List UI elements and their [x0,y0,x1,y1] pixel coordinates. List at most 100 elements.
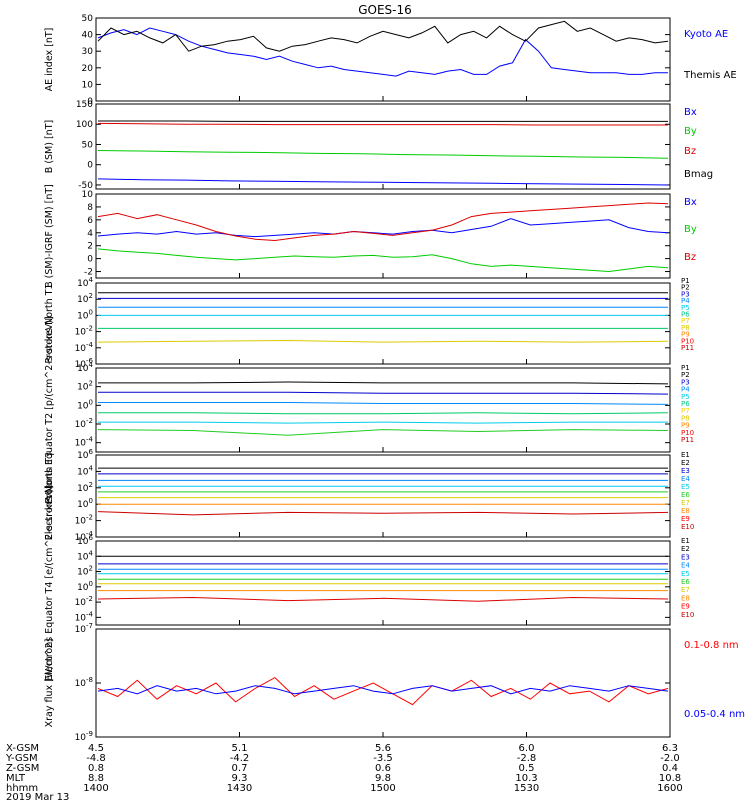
y-tick-label: 0 [87,97,93,107]
x-row-label: X-GSM [6,743,39,754]
y-tick-label: 8 [87,203,93,213]
y-tick-label: 104 [77,549,93,562]
y-tick-label: 102 [77,292,93,305]
x-tick-label: 10.3 [515,773,537,784]
x-tick-label: -2.0 [660,753,680,764]
legend-entry: E4 [681,475,690,483]
legend-entry: P2 [681,371,690,379]
x-tick-label: -2.8 [517,753,537,764]
x-row-label: hhmm [6,783,38,794]
y-axis-label: AE index [nT] [44,28,55,92]
legend-entry: P11 [681,344,694,352]
legend-entry: E5 [681,570,690,578]
y-tick-label: -2 [84,268,93,278]
x-tick-label: 6.0 [519,743,535,754]
series-line-bx [97,178,669,186]
legend-entry: 0.05-0.4 nm [684,709,745,720]
x-tick-label: 0.6 [375,763,391,774]
y-tick-label: 6 [87,216,93,226]
y-tick-label: -50 [78,181,93,191]
legend-entry: Bz [684,252,696,263]
x-tick-label: 0.4 [662,763,678,774]
legend-entry: P4 [681,386,690,394]
series-line-p6 [97,429,669,436]
legend-entry: E8 [681,507,690,515]
legend-entry: E2 [681,459,690,467]
legend-entry: Kyoto AE [684,29,728,40]
series-line-bz [97,122,668,126]
legend-entry: E2 [681,545,690,553]
series-line-p3 [98,402,669,405]
series-line-e8 [97,511,669,516]
legend-entry: P6 [681,311,690,319]
series-line-p5 [98,421,668,424]
legend-entry: P4 [681,297,690,305]
x-tick-label: 0.8 [88,763,104,774]
y-tick-label: 4 [87,229,93,239]
y-tick-label: 50 [82,14,94,24]
y-tick-label: 104 [77,276,93,289]
legend-entry: P1 [681,277,690,285]
legend-entry: P5 [681,393,690,401]
legend-entry: E6 [681,491,690,499]
panel-8: 10-9 10-8 10-7 Xray flux [W/m^2] 0.1-0.8 nm 0… [44,622,745,743]
y-tick-label: 2 [87,242,93,252]
legend-entry: E6 [681,578,690,586]
legend-entry: 0.1-0.8 nm [684,640,739,651]
panel-frame [95,17,671,102]
legend-entry: P10 [681,337,694,345]
legend-entry: P3 [681,378,690,386]
x-row-label: Z-GSM [6,763,39,774]
legend-entry: P10 [681,429,694,437]
x-tick-label: 1600 [657,783,682,794]
y-tick-label: 102 [77,565,93,578]
panel-frame [95,454,671,538]
y-tick-label: 150 [76,100,93,110]
legend-entry: P1 [681,364,690,372]
legend-entry: P6 [681,400,690,408]
y-tick-label: 10-2 [75,514,93,527]
series-line-themis-ae [97,20,669,52]
legend-entry: By [684,224,697,235]
y-tick-label: 10-2 [75,595,93,608]
legend-entry: E7 [681,586,690,594]
legend-entry: P7 [681,407,690,415]
y-tick-label: 10 [82,80,94,90]
legend-entry: P11 [681,436,694,444]
panel-3: -2 0 2 4 6 8 10 B (SM)-IGRF (SM) [nT] Bx By Bz [44,184,697,288]
chart-title: GOES-16 [358,3,412,17]
y-tick-label: 10-8 [75,676,93,689]
legend-entry: Bx [684,107,697,118]
legend-entry: E5 [681,483,690,491]
series-line-e8 [97,596,669,602]
legend-entry: E10 [681,611,694,619]
x-tick-label: 1400 [83,783,108,794]
series-line-by [97,150,669,159]
legend-entry: P3 [681,290,690,298]
legend-entry: Bz [684,146,696,157]
x-tick-label: 1500 [370,783,395,794]
legend-entry: E9 [681,603,690,611]
series-line-bx [97,218,669,238]
panel-frame [95,282,671,365]
y-tick-label: 0 [87,255,93,265]
y-tick-label: 10-4 [75,436,94,449]
y-tick-label: 30 [82,47,94,57]
legend-entry: P2 [681,284,690,292]
series-line-p6 [97,339,669,343]
legend-entry: Bmag [684,169,713,180]
legend-entry: P8 [681,324,690,332]
y-tick-label: 100 [76,120,93,130]
y-tick-label: 10-2 [75,417,93,430]
panel-frame [95,540,671,626]
x-tick-label: 9.8 [375,773,391,784]
legend-entry: E1 [681,451,690,459]
x-tick-label: 0.7 [232,763,248,774]
legend-entry: E4 [681,562,690,570]
series-line-p1 [98,381,669,385]
legend-entry: E3 [681,467,690,475]
y-tick-label: 100 [77,308,93,321]
x-row-label: Y-GSM [5,753,38,764]
y-tick-label: 104 [77,464,93,477]
y-tick-label: 10-4 [75,341,94,354]
